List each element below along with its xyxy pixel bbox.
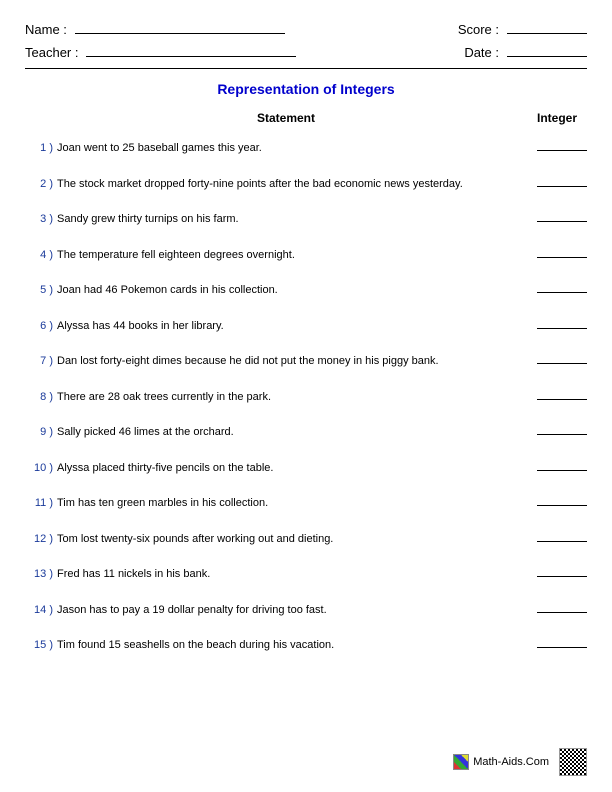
question-number: 2 ) xyxy=(25,176,57,193)
answer-blank[interactable] xyxy=(537,601,587,613)
question-number: 10 ) xyxy=(25,460,57,477)
question-number: 11 ) xyxy=(25,495,57,512)
answer-blank[interactable] xyxy=(537,388,587,400)
score-blank[interactable] xyxy=(507,20,587,34)
question-text: Tim found 15 seashells on the beach duri… xyxy=(57,637,537,654)
question-text: Alyssa has 44 books in her library. xyxy=(57,318,537,335)
question-text: Sandy grew thirty turnips on his farm. xyxy=(57,211,537,228)
name-field: Name : xyxy=(25,20,285,37)
logo-icon xyxy=(453,754,469,770)
footer: Math-Aids.Com xyxy=(453,748,587,776)
question-row: 3 )Sandy grew thirty turnips on his farm… xyxy=(25,210,587,228)
question-number: 13 ) xyxy=(25,566,57,583)
header-row-1: Name : Score : xyxy=(25,20,587,37)
question-text: There are 28 oak trees currently in the … xyxy=(57,389,537,406)
question-number: 1 ) xyxy=(25,140,57,157)
question-text: Dan lost forty-eight dimes because he di… xyxy=(57,353,537,370)
answer-blank[interactable] xyxy=(537,352,587,364)
question-number: 6 ) xyxy=(25,318,57,335)
teacher-blank[interactable] xyxy=(86,43,296,57)
header-row-2: Teacher : Date : xyxy=(25,43,587,60)
question-row: 8 )There are 28 oak trees currently in t… xyxy=(25,388,587,406)
question-text: Joan went to 25 baseball games this year… xyxy=(57,140,537,157)
question-number: 12 ) xyxy=(25,531,57,548)
question-text: The stock market dropped forty-nine poin… xyxy=(57,176,537,193)
question-number: 7 ) xyxy=(25,353,57,370)
answer-blank[interactable] xyxy=(537,281,587,293)
date-blank[interactable] xyxy=(507,43,587,57)
question-text: Tim has ten green marbles in his collect… xyxy=(57,495,537,512)
question-number: 5 ) xyxy=(25,282,57,299)
integer-heading: Integer xyxy=(527,111,587,125)
name-label: Name : xyxy=(25,22,67,37)
answer-blank[interactable] xyxy=(537,636,587,648)
question-row: 7 )Dan lost forty-eight dimes because he… xyxy=(25,352,587,370)
date-label: Date : xyxy=(464,45,499,60)
question-number: 8 ) xyxy=(25,389,57,406)
question-text: The temperature fell eighteen degrees ov… xyxy=(57,247,537,264)
question-row: 14 )Jason has to pay a 19 dollar penalty… xyxy=(25,601,587,619)
question-text: Sally picked 46 limes at the orchard. xyxy=(57,424,537,441)
question-row: 6 )Alyssa has 44 books in her library. xyxy=(25,317,587,335)
answer-blank[interactable] xyxy=(537,210,587,222)
question-text: Alyssa placed thirty-five pencils on the… xyxy=(57,460,537,477)
question-number: 9 ) xyxy=(25,424,57,441)
qr-code-icon xyxy=(559,748,587,776)
header-divider xyxy=(25,68,587,69)
answer-blank[interactable] xyxy=(537,565,587,577)
score-field: Score : xyxy=(458,20,587,37)
teacher-label: Teacher : xyxy=(25,45,78,60)
worksheet-title: Representation of Integers xyxy=(25,81,587,97)
question-number: 3 ) xyxy=(25,211,57,228)
question-row: 15 )Tim found 15 seashells on the beach … xyxy=(25,636,587,654)
answer-blank[interactable] xyxy=(537,423,587,435)
question-row: 13 )Fred has 11 nickels in his bank. xyxy=(25,565,587,583)
footer-site: Math-Aids.Com xyxy=(473,756,549,768)
answer-blank[interactable] xyxy=(537,317,587,329)
question-number: 4 ) xyxy=(25,247,57,264)
answer-blank[interactable] xyxy=(537,139,587,151)
question-number: 15 ) xyxy=(25,637,57,654)
question-row: 9 )Sally picked 46 limes at the orchard. xyxy=(25,423,587,441)
question-number: 14 ) xyxy=(25,602,57,619)
question-row: 5 )Joan had 46 Pokemon cards in his coll… xyxy=(25,281,587,299)
answer-blank[interactable] xyxy=(537,246,587,258)
teacher-field: Teacher : xyxy=(25,43,296,60)
answer-blank[interactable] xyxy=(537,494,587,506)
question-row: 10 )Alyssa placed thirty-five pencils on… xyxy=(25,459,587,477)
question-row: 12 )Tom lost twenty-six pounds after wor… xyxy=(25,530,587,548)
question-row: 11 )Tim has ten green marbles in his col… xyxy=(25,494,587,512)
question-text: Tom lost twenty-six pounds after working… xyxy=(57,531,537,548)
question-text: Jason has to pay a 19 dollar penalty for… xyxy=(57,602,537,619)
question-row: 2 )The stock market dropped forty-nine p… xyxy=(25,175,587,193)
columns-header: Statement Integer xyxy=(25,111,587,125)
name-blank[interactable] xyxy=(75,20,285,34)
score-label: Score : xyxy=(458,22,499,37)
question-text: Fred has 11 nickels in his bank. xyxy=(57,566,537,583)
question-row: 1 )Joan went to 25 baseball games this y… xyxy=(25,139,587,157)
answer-blank[interactable] xyxy=(537,530,587,542)
answer-blank[interactable] xyxy=(537,459,587,471)
question-text: Joan had 46 Pokemon cards in his collect… xyxy=(57,282,537,299)
question-row: 4 )The temperature fell eighteen degrees… xyxy=(25,246,587,264)
date-field: Date : xyxy=(464,43,587,60)
questions-list: 1 )Joan went to 25 baseball games this y… xyxy=(25,139,587,654)
statement-heading: Statement xyxy=(25,111,527,125)
answer-blank[interactable] xyxy=(537,175,587,187)
